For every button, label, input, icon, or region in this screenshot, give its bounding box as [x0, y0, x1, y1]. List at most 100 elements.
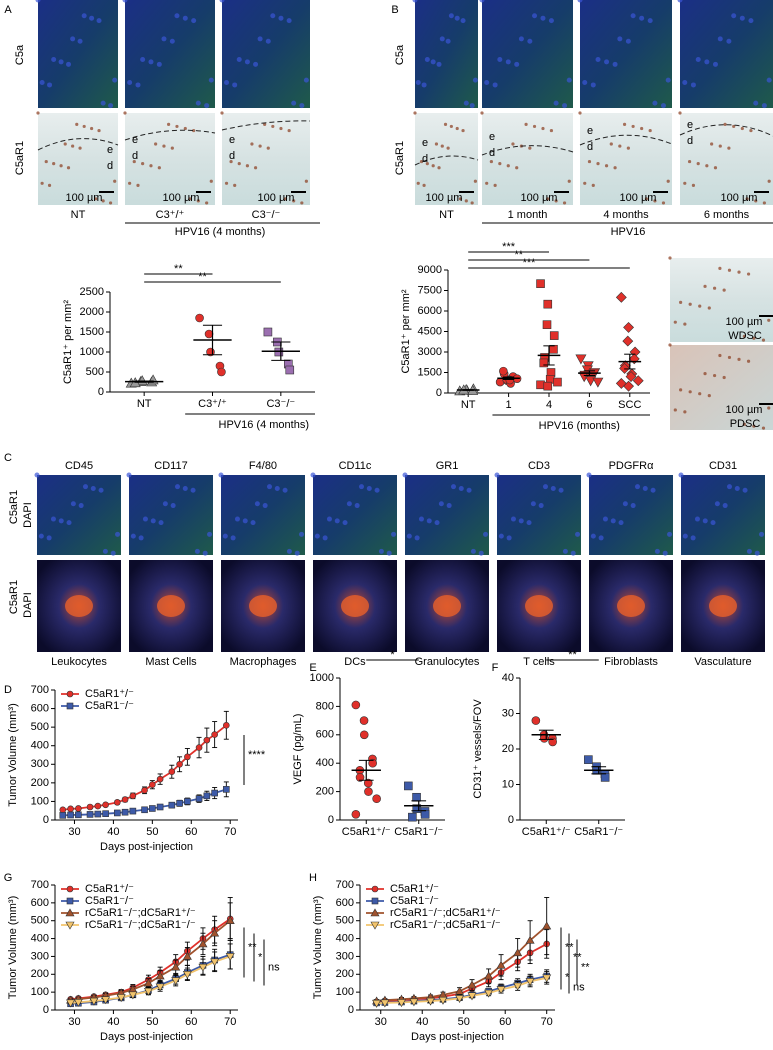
nucleus [158, 520, 164, 526]
nucleus [112, 77, 118, 83]
y-tick-label: 400 [31, 932, 49, 944]
nucleus [596, 162, 600, 166]
nucleus [448, 13, 454, 19]
nucleus [418, 516, 424, 522]
nucleus [391, 531, 397, 537]
panel-letter: A [4, 4, 12, 16]
nucleus [718, 144, 722, 148]
row-label: C5a [394, 44, 406, 65]
nucleus [190, 487, 196, 493]
y-tick-label: 700 [31, 684, 49, 696]
nucleus [303, 77, 309, 83]
micrograph [38, 113, 118, 205]
nucleus [665, 77, 671, 83]
point [176, 799, 183, 807]
nucleus [334, 518, 340, 524]
point [102, 810, 109, 817]
nucleus [253, 166, 258, 170]
nucleus [578, 111, 582, 115]
x-tick-label: 60 [185, 1016, 197, 1028]
nucleus [717, 36, 723, 42]
nucleus [702, 518, 708, 524]
point [75, 811, 82, 819]
point [615, 291, 627, 303]
legend-label: C5aR1⁻/⁻ [85, 700, 134, 712]
x-tick-label: SCC [618, 399, 641, 411]
micrograph [680, 0, 773, 108]
significance-label: ns [573, 981, 585, 993]
y-axis-label: C5aR1⁺ per mm² [62, 300, 74, 384]
nucleus [232, 82, 238, 88]
nucleus [162, 144, 166, 148]
nucleus [749, 128, 753, 133]
point [623, 321, 634, 333]
nucleus [196, 199, 200, 203]
nucleus [510, 516, 516, 522]
nucleus [550, 485, 556, 491]
nucleus [132, 159, 136, 164]
nucleus [642, 485, 648, 491]
nucleus [761, 103, 767, 109]
nucleus [406, 533, 412, 539]
y-tick-label: 1500 [418, 366, 442, 378]
nucleus [446, 503, 452, 509]
nucleus [463, 100, 469, 106]
nucleus [449, 124, 453, 129]
nucleus [82, 484, 88, 490]
nucleus [58, 59, 64, 65]
point [513, 948, 523, 957]
epithelium-border [124, 129, 216, 141]
y-tick-label: 200 [316, 786, 334, 798]
marker-label: CD31 [709, 460, 737, 472]
nucleus [742, 334, 746, 338]
nucleus [668, 343, 672, 347]
legend-marker [65, 908, 75, 917]
nucleus [424, 56, 430, 62]
micrograph [482, 0, 573, 108]
point [525, 935, 535, 944]
point [223, 786, 230, 793]
legend-label: rC5aR1⁻/⁻;dC5aR1⁻/⁻ [390, 919, 501, 931]
point [455, 986, 465, 995]
nucleus [549, 128, 554, 133]
nucleus [703, 372, 707, 376]
nucleus [36, 111, 40, 115]
nucleus [170, 503, 176, 509]
nucleus [253, 61, 259, 67]
point [102, 801, 109, 809]
nucleus [652, 100, 658, 106]
nucleus [687, 159, 692, 164]
y-tick-label: 20 [502, 743, 514, 755]
point [372, 999, 382, 1008]
nucleus [436, 61, 442, 67]
point [113, 809, 121, 817]
nucleus [208, 77, 214, 83]
nucleus [150, 518, 156, 524]
scale-bar-label: 100 µm [258, 192, 295, 204]
nucleus [761, 338, 766, 342]
cell-label: Fibroblasts [604, 656, 658, 668]
y-tick-label: 1000 [80, 346, 104, 358]
x-tick-label: C3⁺/⁺ [198, 398, 227, 410]
nucleus [97, 128, 101, 133]
point [632, 375, 644, 387]
nucleus [149, 164, 153, 168]
nucleus [209, 179, 213, 183]
nucleus [71, 144, 75, 148]
column-label: NT [71, 209, 86, 221]
nucleus [518, 36, 524, 42]
y-axis-label: Tumor Volume (mm³) [7, 703, 19, 807]
nucleus [528, 146, 532, 150]
nucleus [546, 197, 550, 201]
point [484, 989, 494, 998]
nucleus [746, 548, 752, 554]
x-axis-label: Days post-injection [100, 841, 193, 853]
point [210, 958, 220, 967]
nucleus [274, 485, 280, 491]
legend-label: rC5aR1⁻/⁻;dC5aR1⁺/⁻ [85, 907, 196, 919]
scale-bar-label: 100 µm [521, 192, 558, 204]
point [351, 700, 361, 710]
nucleus [644, 197, 648, 201]
nucleus [690, 82, 696, 88]
nucleus [479, 0, 485, 3]
